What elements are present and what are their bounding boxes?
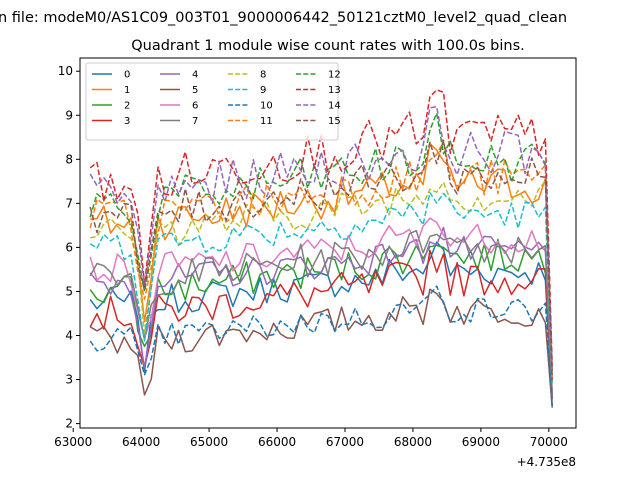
- legend-label: 0: [124, 70, 130, 81]
- legend-label: 5: [192, 85, 198, 96]
- series-line-10: [89, 285, 553, 406]
- series-line-7: [89, 229, 553, 398]
- x-tick-label: 63000: [54, 435, 92, 449]
- series-line-9: [89, 191, 553, 385]
- figure-suptitle: n file: modeM0/AS1C09_003T01_9000006442_…: [0, 10, 567, 26]
- x-tick-label: 70000: [530, 435, 568, 449]
- x-tick-label: 64000: [122, 435, 160, 449]
- series-line-3: [89, 249, 553, 400]
- y-tick-label: 3: [65, 373, 73, 387]
- x-tick-label: 65000: [190, 435, 228, 449]
- x-tick-label: 66000: [258, 435, 296, 449]
- legend-label: 10: [260, 101, 273, 112]
- series-line-14: [89, 105, 553, 376]
- x-axis: 63000 64000 65000 66000 67000 68000 69000 70000: [54, 428, 568, 449]
- legend-label: 14: [328, 101, 341, 112]
- x-tick-label: 69000: [462, 435, 500, 449]
- y-tick-label: 5: [65, 284, 73, 298]
- legend-box: [85, 62, 339, 141]
- legend-label: 6: [192, 101, 198, 112]
- legend-label: 8: [260, 70, 266, 81]
- y-tick-label: 9: [65, 108, 73, 122]
- y-tick-label: 6: [65, 240, 73, 254]
- legend-label: 3: [124, 116, 130, 127]
- x-axis-offset-label: +4.735e8: [517, 455, 576, 469]
- series-line-4: [89, 226, 553, 396]
- chart-title: Quadrant 1 module wise count rates with …: [131, 38, 525, 54]
- series-line-1: [90, 142, 553, 397]
- series-line-15: [89, 139, 553, 381]
- series-line-12: [89, 112, 553, 372]
- series-line-13: [89, 89, 553, 366]
- legend-label: 9: [260, 85, 266, 96]
- plot-frame: [79, 57, 577, 429]
- legend-label: 12: [328, 70, 341, 81]
- series-line-6: [89, 217, 553, 393]
- series-line-8: [90, 180, 553, 384]
- legend-label: 4: [192, 70, 198, 81]
- y-axis: 2 3 4 5 6 7 8 9 10: [58, 64, 80, 431]
- y-tick-label: 7: [65, 196, 73, 210]
- legend-label: 15: [328, 116, 341, 127]
- legend-label: 2: [124, 101, 130, 112]
- legend-label: 7: [192, 116, 198, 127]
- legend-label: 13: [328, 85, 341, 96]
- y-tick-label: 8: [65, 152, 73, 166]
- series-line-5: [89, 288, 553, 408]
- series-lines: [89, 89, 553, 408]
- x-tick-label: 68000: [394, 435, 432, 449]
- y-tick-label: 2: [65, 417, 73, 431]
- series-line-11: [89, 140, 553, 378]
- y-tick-label: 4: [65, 329, 73, 343]
- y-tick-label: 10: [58, 64, 73, 78]
- x-tick-label: 67000: [326, 435, 364, 449]
- legend-label: 11: [260, 116, 273, 127]
- legend-label: 1: [124, 85, 130, 96]
